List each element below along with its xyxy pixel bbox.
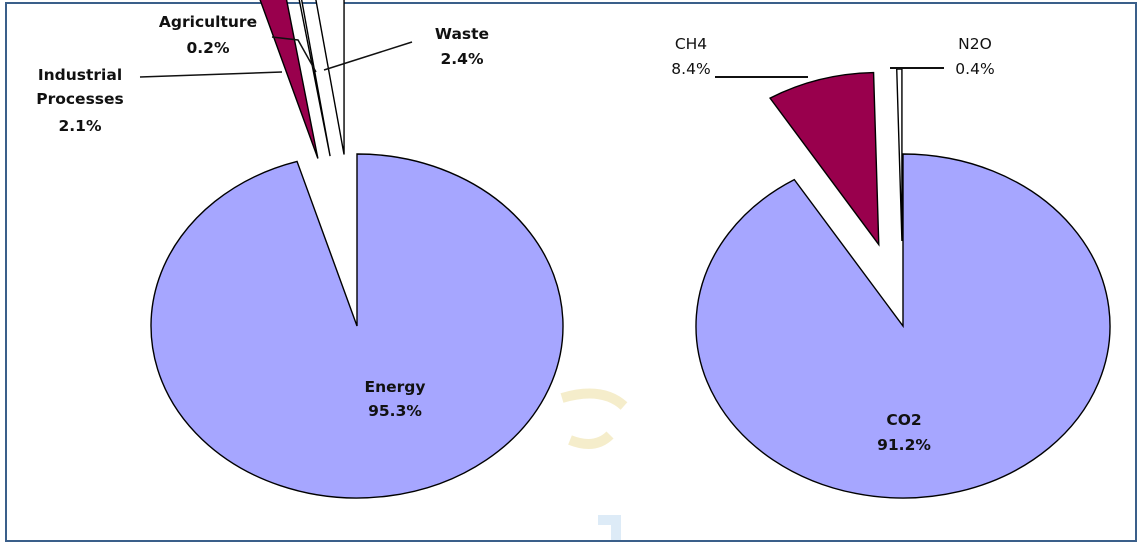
slice-value-waste: 2.4% — [441, 50, 484, 68]
pie-chart-gases — [695, 68, 1111, 499]
leader-line-agriculture — [271, 36, 317, 73]
slice-label-n2o: N2O — [958, 35, 992, 53]
right-labels: CO2 91.2% CH4 8.4% N2O 0.4% — [671, 35, 994, 454]
slice-value-energy: 95.3% — [368, 402, 422, 420]
slice-label-waste: Waste — [435, 25, 489, 43]
pie-chart-sectors — [150, 0, 564, 499]
pie-slice-energy — [150, 153, 564, 499]
slice-label-industrial-line1: Industrial — [38, 66, 122, 84]
pie-slice-waste — [315, 0, 345, 155]
slice-label-agriculture: Agriculture — [159, 13, 257, 31]
slice-value-n2o: 0.4% — [955, 60, 994, 78]
pie-slice-industrial-processes — [259, 0, 319, 159]
slice-label-industrial-line2: Processes — [36, 90, 124, 108]
slice-label-ch4: CH4 — [675, 35, 707, 53]
slice-value-agriculture: 0.2% — [187, 39, 230, 57]
leader-line-industrial — [139, 71, 283, 78]
leader-line-waste — [323, 41, 413, 71]
slice-value-co2: 91.2% — [877, 436, 931, 454]
pie-slice-ch4 — [769, 71, 880, 247]
slice-label-energy: Energy — [365, 378, 426, 396]
pie-slice-n2o — [896, 68, 903, 242]
slice-label-co2: CO2 — [886, 411, 921, 429]
slice-value-industrial: 2.1% — [59, 117, 102, 135]
watermark — [560, 388, 628, 540]
left-labels: Energy 95.3% Industrial Processes 2.1% A… — [36, 13, 489, 420]
slice-value-ch4: 8.4% — [671, 60, 710, 78]
pie-slice-co2 — [695, 153, 1111, 499]
